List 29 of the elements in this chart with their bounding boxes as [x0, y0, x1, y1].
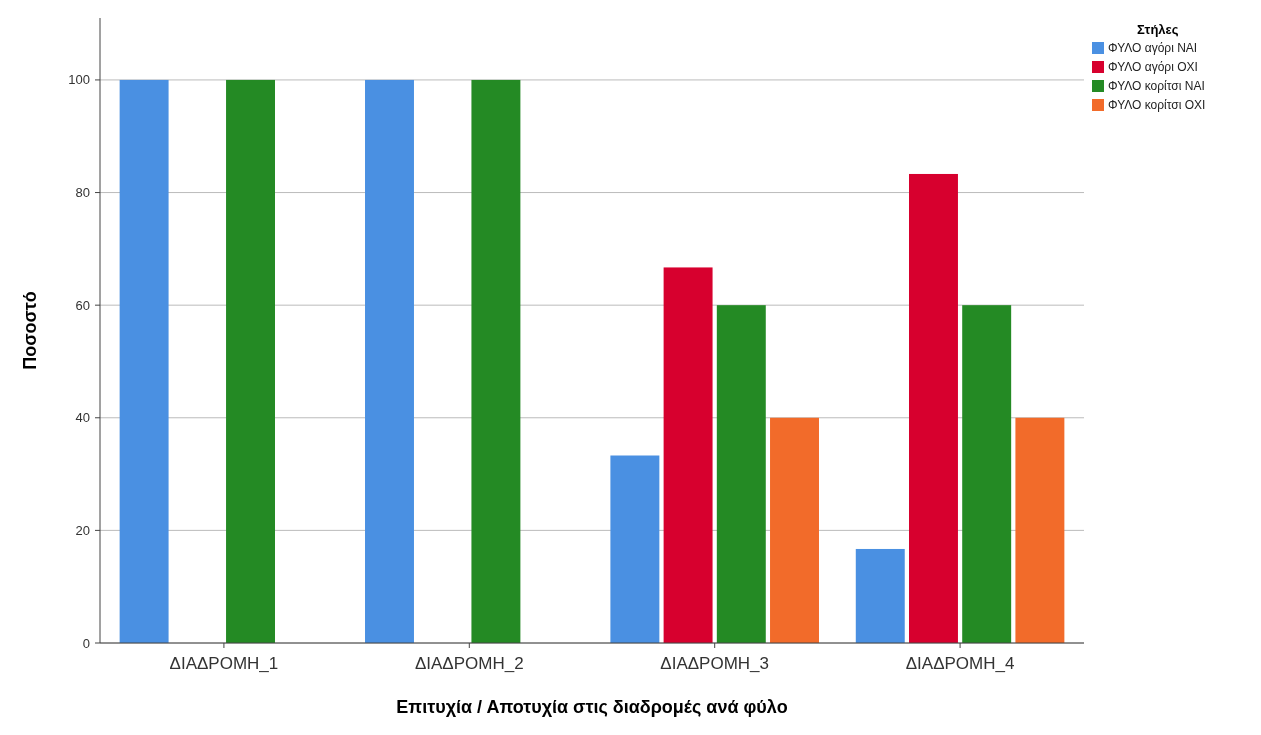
- x-axis-title: Επιτυχία / Αποτυχία στις διαδρομές ανά φύλο: [396, 697, 788, 717]
- y-tick-label: 40: [75, 410, 90, 426]
- bar: [855, 548, 905, 643]
- x-tick-label: ΔΙΑΔΡΟΜΗ_3: [660, 654, 770, 673]
- y-tick-label: 0: [82, 635, 90, 651]
- legend-label: ΦΥΛΟ κορίτσι ΟΧΙ: [1108, 98, 1206, 112]
- x-tick-label: ΔΙΑΔΡΟΜΗ_1: [169, 654, 279, 673]
- legend-label: ΦΥΛΟ κορίτσι ΝΑΙ: [1108, 79, 1205, 93]
- bar: [365, 79, 414, 643]
- bar: [226, 79, 275, 643]
- bar: [909, 173, 958, 643]
- y-tick-label: 60: [75, 297, 90, 313]
- y-tick-label: 100: [68, 72, 90, 88]
- bar: [716, 305, 766, 643]
- x-tick-label: ΔΙΑΔΡΟΜΗ_4: [905, 654, 1015, 673]
- legend-title: Στήλες: [1137, 22, 1179, 37]
- y-axis-title: Ποσοστό: [20, 291, 40, 370]
- bar: [1015, 417, 1065, 643]
- legend-label: ΦΥΛΟ αγόρι ΟΧΙ: [1108, 60, 1198, 74]
- bar: [663, 267, 713, 643]
- y-tick-label: 20: [75, 522, 90, 538]
- legend-label: ΦΥΛΟ αγόρι ΝΑΙ: [1108, 41, 1198, 55]
- bar: [770, 417, 819, 643]
- bar: [610, 455, 660, 643]
- bar: [962, 305, 1012, 643]
- y-tick-label: 80: [75, 185, 90, 201]
- x-tick-label: ΔΙΑΔΡΟΜΗ_2: [414, 654, 524, 673]
- bar: [119, 79, 169, 643]
- bar: [471, 79, 521, 643]
